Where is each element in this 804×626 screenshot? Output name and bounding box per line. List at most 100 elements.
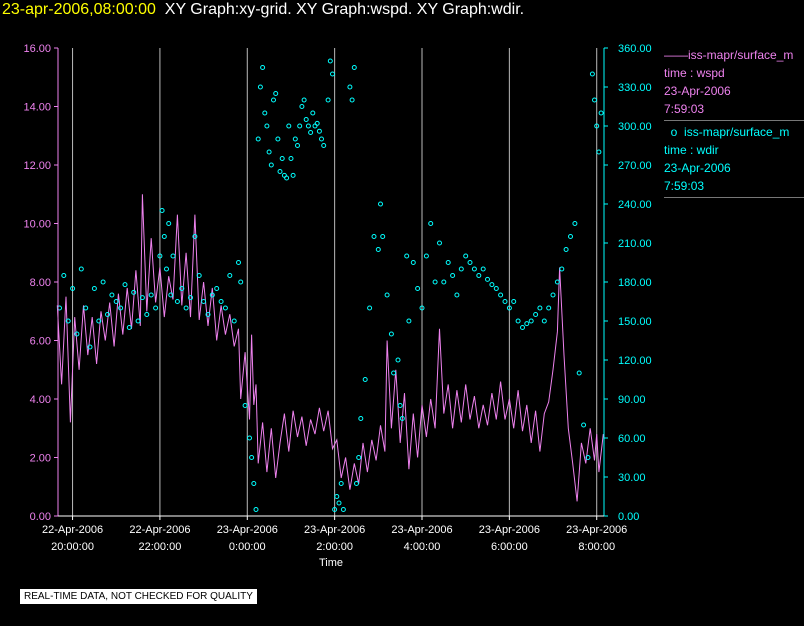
legend-divider [664, 120, 804, 121]
legend-source: ——iss-mapr/surface_m [664, 48, 794, 62]
data-point-wdir [592, 97, 597, 103]
y-right-tick-label: 120.00 [618, 355, 652, 367]
y-right-tick-label: 240.00 [618, 199, 652, 211]
data-point-wdir [354, 481, 359, 486]
data-point-wdir [100, 279, 106, 285]
x-tick-label-date: 23-Apr-2006 [391, 524, 452, 536]
data-point-wdir [164, 266, 169, 272]
x-tick-label-date: 23-Apr-2006 [304, 524, 365, 536]
data-point-wdir [384, 292, 390, 298]
data-point-wdir [325, 97, 331, 103]
data-point-wdir [65, 318, 71, 324]
data-point-wdir [596, 149, 602, 155]
y-right-tick-label: 300.00 [618, 121, 652, 133]
data-point-wdir [520, 325, 525, 330]
data-point-wdir [404, 253, 410, 259]
y-right-tick-label: 180.00 [618, 277, 652, 289]
data-point-wdir [388, 331, 394, 337]
data-point-wdir [105, 312, 110, 317]
data-point-wdir [297, 123, 303, 129]
data-point-wdir [524, 321, 530, 327]
y-right-tick-label: 0.00 [618, 511, 639, 523]
data-point-wdir [96, 318, 102, 324]
data-point-wdir [594, 123, 600, 129]
data-point-wdir [161, 234, 167, 239]
data-point-wdir [122, 282, 128, 288]
data-point-wdir [559, 266, 565, 272]
data-point-wdir [502, 299, 508, 304]
x-axis-label: Time [319, 557, 343, 569]
data-point-wdir [91, 286, 97, 291]
data-point-wdir [168, 292, 174, 298]
data-point-wdir [260, 65, 266, 70]
y-left-tick-label: 0.00 [30, 511, 51, 523]
y-right-tick-label: 270.00 [618, 160, 652, 172]
data-point-wdir [288, 156, 294, 161]
data-point-wdir [209, 292, 215, 298]
data-point-wdir [347, 84, 353, 90]
data-point-wdir [572, 221, 578, 226]
data-point-wdir [266, 149, 272, 155]
data-point-wdir [349, 97, 355, 103]
data-point-wdir [290, 172, 296, 178]
data-point-wdir [316, 128, 322, 134]
data-point-wdir [334, 494, 340, 499]
data-point-wdir [319, 136, 324, 142]
data-point-wdir [458, 266, 464, 272]
legend-date: 23-Apr-2006 [664, 161, 731, 175]
data-point-wdir [537, 305, 543, 311]
data-point-wdir [170, 253, 176, 259]
data-point-wdir [511, 299, 517, 304]
data-point-wdir [428, 221, 434, 226]
y-right-tick-label: 30.00 [618, 472, 646, 484]
data-point-wdir [279, 156, 285, 161]
x-tick-label-time: 0:00:00 [229, 541, 266, 553]
legend-variable: time : wdir [664, 143, 719, 157]
data-point-wdir [196, 273, 202, 278]
chart-title: 23-apr-2006,08:00:00 XY Graph:xy-grid. X… [2, 1, 524, 19]
legend-variable: time : wspd [664, 66, 725, 80]
data-point-wdir [126, 325, 132, 330]
data-point-wdir [247, 435, 252, 441]
data-point-wdir [432, 279, 438, 285]
data-point-wdir [563, 247, 569, 252]
data-point-wdir [375, 247, 381, 252]
data-point-wdir [148, 292, 154, 298]
y-right-tick-label: 210.00 [618, 238, 652, 250]
y-right-tick-label: 330.00 [618, 82, 652, 94]
data-point-wdir [437, 240, 442, 246]
data-point-wdir [415, 286, 421, 291]
data-point-wdir [399, 416, 405, 421]
x-tick-label-time: 6:00:00 [491, 541, 528, 553]
data-point-wdir [471, 266, 477, 272]
x-tick-label-date: 22-Apr-2006 [42, 524, 103, 536]
data-point-wdir [498, 292, 504, 298]
data-point-wdir [581, 422, 587, 428]
data-point-wdir [476, 273, 482, 278]
data-point-wdir [576, 370, 582, 376]
data-point-wdir [222, 305, 228, 311]
circle-marker-icon: o [670, 125, 678, 139]
data-point-wdir [358, 416, 364, 421]
data-point-wdir [391, 370, 397, 376]
data-point-wdir [179, 286, 185, 291]
y-left-tick-label: 2.00 [30, 453, 51, 465]
data-point-wdir [139, 295, 145, 301]
y-left-tick-label: 8.00 [30, 277, 51, 289]
y-left-tick-label: 10.00 [23, 219, 51, 231]
data-point-wdir [201, 299, 207, 304]
data-point-wdir [351, 65, 357, 70]
data-point-wdir [506, 305, 512, 311]
data-point-wdir [78, 266, 84, 272]
data-point-wdir [589, 71, 595, 77]
data-point-wdir [480, 266, 486, 272]
data-point-wdir [493, 286, 499, 291]
data-point-wdir [312, 123, 318, 129]
data-point-wdir [371, 234, 377, 239]
data-point-wdir [598, 110, 604, 116]
series-layer [56, 58, 604, 512]
data-point-wdir [362, 377, 368, 382]
axes: 22-Apr-2006 20:00:00 22-Apr-2006 22:00:00 23… [23, 43, 651, 569]
data-point-wdir [541, 318, 547, 324]
data-point-wdir [236, 260, 241, 265]
